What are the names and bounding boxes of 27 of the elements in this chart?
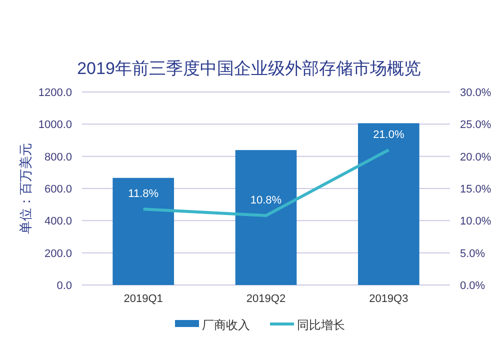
bar bbox=[112, 178, 174, 285]
y-tick-label: 600.0 bbox=[44, 184, 72, 196]
y2-tick-label: 20.0% bbox=[460, 151, 492, 164]
y2-tick-label: 0.0% bbox=[460, 280, 486, 292]
legend-label: 同比增长 bbox=[297, 318, 345, 332]
x-tick-label: 2019Q2 bbox=[246, 293, 286, 305]
y2-tick-label: 25.0% bbox=[460, 119, 492, 132]
legend-label: 厂商收入 bbox=[202, 318, 250, 332]
y2-tick-label: 15.0% bbox=[460, 184, 492, 196]
data-label: 11.8% bbox=[128, 188, 159, 200]
y-tick-label: 200.0 bbox=[44, 248, 72, 260]
y-tick-label: 1200.0 bbox=[38, 87, 72, 99]
bar bbox=[235, 150, 297, 285]
y-axis-title: 单位：百万美元 bbox=[18, 143, 33, 234]
y2-tick-label: 5.0% bbox=[460, 248, 486, 260]
y-tick-label: 0.0 bbox=[56, 280, 72, 292]
data-label: 21.0% bbox=[373, 128, 404, 141]
bar bbox=[358, 123, 420, 285]
y-tick-label: 800.0 bbox=[44, 151, 72, 164]
y2-tick-label: 10.0% bbox=[460, 216, 492, 228]
data-label: 10.8% bbox=[250, 194, 282, 207]
x-tick-label: 2019Q3 bbox=[369, 293, 408, 305]
x-tick-label: 2019Q1 bbox=[124, 293, 163, 305]
title: 2019年前三季度中国企业级外部存储市场概览 bbox=[77, 59, 421, 78]
y-tick-label: 400.0 bbox=[44, 216, 72, 228]
y-tick-label: 1000.0 bbox=[38, 119, 72, 132]
y2-tick-label: 30.0% bbox=[460, 87, 492, 99]
